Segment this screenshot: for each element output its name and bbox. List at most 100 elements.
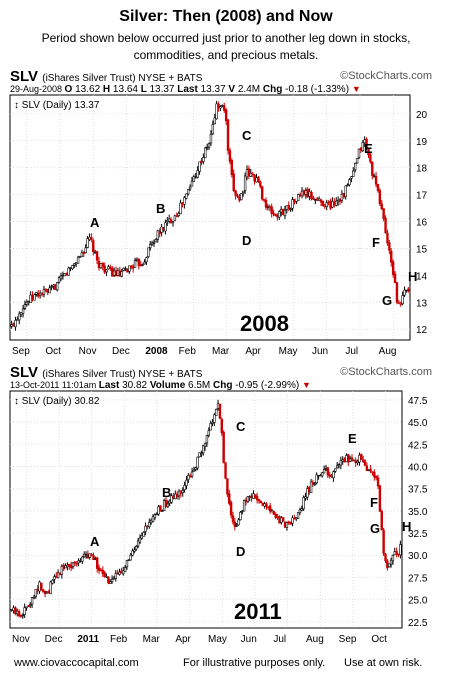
year-big-label: 2008 — [240, 311, 289, 336]
price-bar-body — [144, 525, 147, 532]
price-bar-body — [78, 256, 82, 258]
price-bar-body — [234, 190, 237, 196]
price-bar-body — [240, 193, 243, 201]
price-bar-body — [268, 206, 271, 208]
price-bar-body — [285, 205, 289, 210]
price-bar-body — [19, 312, 23, 316]
price-bar-body — [158, 230, 161, 234]
price-bar-body — [124, 268, 127, 270]
price-bar-body — [192, 176, 196, 182]
price-bar-body — [154, 239, 158, 243]
price-bar-body — [274, 514, 277, 519]
x-tick-label: 2011 — [77, 634, 99, 645]
price-bar-body — [65, 272, 68, 276]
price-bar-body — [179, 491, 183, 494]
price-bar-body — [205, 435, 209, 444]
x-tick-label: Apr — [245, 346, 261, 357]
price-bar-body — [157, 506, 160, 515]
price-bar-body — [218, 403, 222, 419]
annotation-label-d: D — [242, 233, 251, 248]
price-bar-body — [296, 512, 300, 519]
price-bar-body — [272, 511, 276, 515]
price-bar-body — [255, 496, 259, 501]
price-bar-body — [407, 288, 410, 292]
price-bar-body — [272, 212, 275, 215]
y-tick-label: 20 — [416, 110, 428, 121]
price-bar-body — [222, 431, 225, 463]
price-bar-body — [356, 460, 359, 464]
price-bar-body — [347, 454, 350, 463]
y-tick-label: 12 — [416, 325, 428, 336]
price-bar-body — [27, 301, 30, 303]
price-bar-body — [99, 263, 103, 269]
price-bar-body — [388, 563, 391, 568]
y-tick-label: 19 — [416, 137, 428, 148]
price-bar-body — [278, 211, 281, 218]
price-bar-body — [369, 154, 372, 162]
price-bar-body — [110, 578, 114, 582]
price-bar-body — [33, 294, 36, 301]
price-bar-body — [90, 554, 93, 556]
price-bar-body — [334, 468, 337, 472]
price-bar-body — [335, 200, 338, 206]
price-bar-body — [67, 267, 70, 276]
price-bar-body — [339, 459, 343, 466]
price-bar-body — [350, 457, 354, 461]
x-tick-label: Dec — [112, 346, 130, 357]
price-bar-body — [243, 175, 247, 191]
price-bar-body — [242, 190, 245, 194]
x-tick-label: Jun — [241, 634, 257, 645]
price-bar-body — [131, 550, 134, 556]
price-bar-body — [171, 221, 175, 224]
price-bar-body — [29, 604, 32, 606]
footer-site: www.ciovaccocapital.com — [14, 657, 139, 669]
annotation-label-h: H — [402, 519, 411, 534]
price-bar-body — [384, 217, 387, 234]
price-bar-body — [357, 148, 361, 159]
price-bar-body — [302, 497, 305, 509]
price-bar-body — [133, 260, 137, 268]
quote-value: 13.62 — [75, 84, 103, 95]
x-tick-label: May — [208, 634, 227, 645]
price-bar-body — [169, 219, 173, 223]
annotation-label-e: E — [364, 141, 373, 156]
price-bar-body — [372, 175, 376, 178]
price-bar-body — [386, 232, 389, 244]
price-bar-body — [177, 213, 180, 216]
price-bar-body — [207, 143, 211, 148]
price-bar-body — [55, 575, 58, 578]
price-bar-body — [311, 481, 315, 484]
price-bar-body — [302, 190, 306, 195]
price-bar-body — [344, 185, 347, 198]
price-bar-body — [99, 569, 103, 571]
price-bar-body — [346, 184, 349, 186]
price-bar-body — [276, 516, 279, 518]
price-bar-body — [164, 499, 168, 507]
x-tick-label: Mar — [212, 346, 230, 357]
price-bar-body — [332, 471, 335, 479]
price-bar-body — [161, 510, 164, 512]
price-bar-body — [40, 582, 43, 591]
price-bar-body — [265, 503, 268, 507]
price-bar-body — [401, 295, 404, 304]
price-bar-body — [280, 517, 283, 523]
annotation-label-a: A — [90, 215, 100, 230]
price-bar-body — [59, 275, 63, 280]
price-bar-body — [213, 414, 216, 423]
price-bar-body — [29, 294, 32, 304]
price-bar-body — [373, 471, 376, 478]
price-bar-body — [389, 559, 393, 565]
price-bar-body — [64, 565, 67, 569]
price-bar-body — [223, 105, 226, 111]
price-bar-body — [23, 607, 26, 615]
price-bar-body — [204, 147, 207, 159]
quote-value: 13.37 — [200, 84, 229, 95]
subtitle-line-1: Period shown below occurred just prior t… — [41, 31, 411, 45]
y-tick-label: 17 — [416, 191, 428, 202]
price-bar-body — [221, 104, 224, 107]
price-bar-body — [306, 488, 309, 498]
price-bar-body — [135, 546, 138, 550]
price-bar-body — [348, 179, 351, 186]
price-bar-body — [287, 521, 290, 524]
price-bar-body — [159, 505, 162, 512]
